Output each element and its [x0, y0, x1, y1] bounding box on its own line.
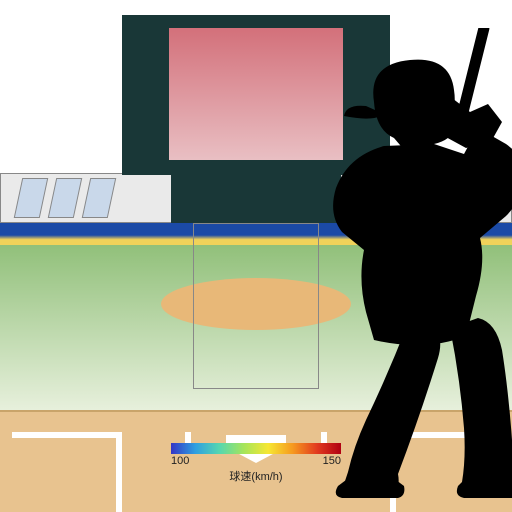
batter-silhouette [264, 28, 512, 498]
box-line [116, 432, 122, 512]
box-line [12, 432, 122, 438]
velocity-tick: 100 [171, 455, 189, 467]
scene-root: 100 150 球速(km/h) [0, 0, 512, 512]
